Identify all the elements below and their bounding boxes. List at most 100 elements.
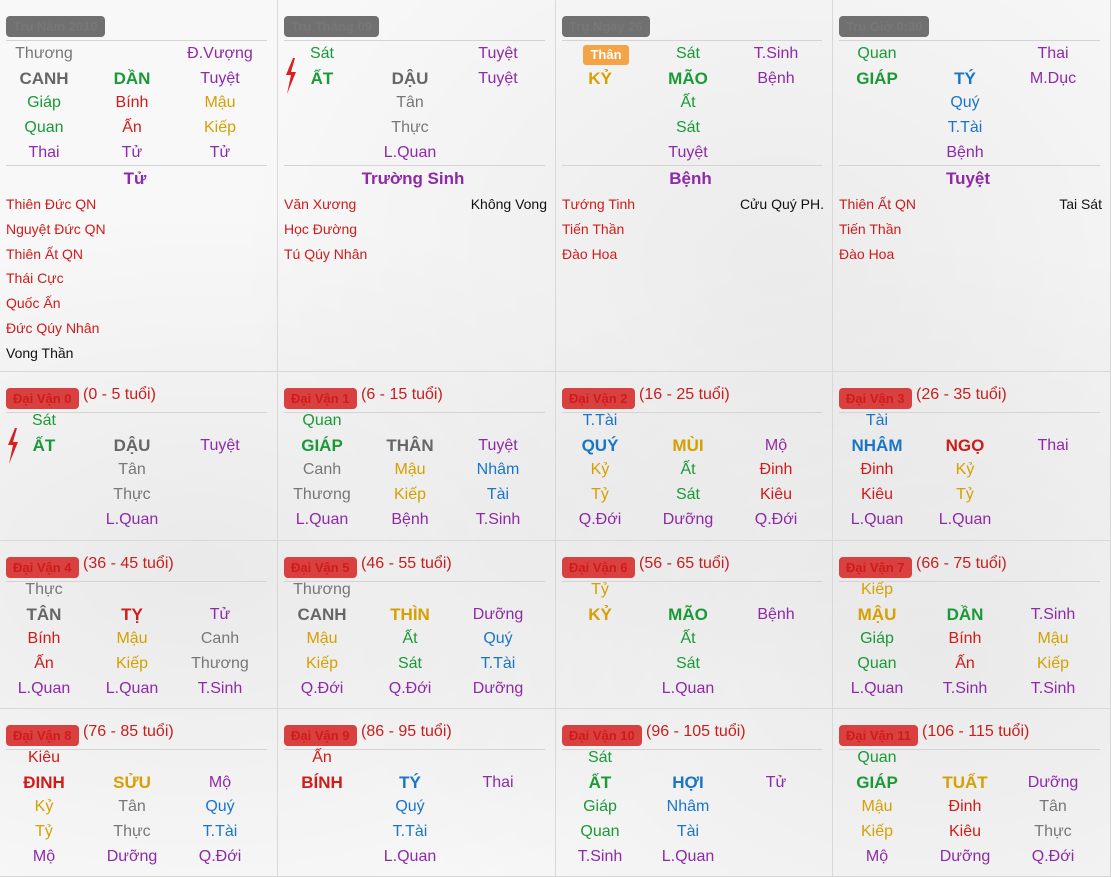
ganzhi-item: Mậu <box>1037 630 1069 648</box>
ganzhi-row: L.Quan Bệnh T.Sinh <box>278 508 555 532</box>
ganzhi-row: L.Quan L.Quan T.Sinh <box>0 677 277 701</box>
ganzhi-item: Sát <box>587 749 612 766</box>
ganzhi-item: Thương <box>191 655 249 673</box>
ganzhi-main: ẤT <box>32 435 56 455</box>
ganzhi-item: Mộ <box>764 436 788 454</box>
ganzhi-row: Bệnh <box>833 141 1110 165</box>
ganzhi-main: ĐINH <box>23 772 65 792</box>
ganzhi-item: M.Dục <box>1029 69 1077 87</box>
ganzhi-row: L.Quan T.Sinh T.Sinh <box>833 677 1110 701</box>
ganzhi-main: BÍNH <box>301 772 343 792</box>
ganzhi-item: Kỷ <box>34 798 54 816</box>
ganzhi-item: Đ.Vượng <box>187 45 253 62</box>
ganzhi-item: Q.Đới <box>754 510 798 528</box>
ganzhi-main: TỴ <box>121 604 143 624</box>
ganzhi-row: Kiếp Sát T.Tài <box>278 652 555 676</box>
ganzhi-item: L.Quan <box>295 510 349 528</box>
ganzhi-row: Thương Đ.Vượng <box>0 42 277 66</box>
ganzhi-item: Quan <box>302 412 342 429</box>
ganzhi-item: Tài <box>486 486 510 504</box>
ganzhi-item: Mậu <box>204 94 236 112</box>
ganzhi-item: Canh <box>200 630 240 648</box>
ganzhi-item: Ất <box>680 461 696 479</box>
pillar-2: Trụ Ngày 26 Thân Sát T.Sinh KỶ MÃO Bệnh Ất Sát Tu… <box>556 0 833 372</box>
ganzhi-item: Quý <box>205 798 235 816</box>
ganzhi-item: Dưỡng <box>106 847 158 865</box>
dai-van-age: (106 - 115 tuổi) <box>922 723 1030 740</box>
ganzhi-item: Bệnh <box>391 510 429 528</box>
ganzhi-item: Thực <box>1034 823 1072 841</box>
ganzhi-row: Sát <box>556 116 832 140</box>
ganzhi-main: TÝ <box>954 68 976 88</box>
star-item: Thiên Ất QN <box>6 245 84 262</box>
separator <box>839 412 1100 413</box>
star-item: Thái Cực <box>6 270 64 287</box>
separator <box>284 165 545 166</box>
separator <box>6 749 267 750</box>
ganzhi-item: Ất <box>402 630 418 648</box>
ganzhi-item: L.Quan <box>850 679 904 697</box>
ganzhi-row: MẬU DẦN T.Sinh <box>833 603 1110 627</box>
ganzhi-main: DẦN <box>113 68 151 88</box>
ganzhi-row: Canh Mậu Nhâm <box>278 458 555 482</box>
ganzhi-item: Tuyệt <box>478 436 518 454</box>
ganzhi-row: Ất <box>556 627 832 651</box>
ganzhi-item: Kiếp <box>305 655 339 673</box>
ganzhi-item: Dưỡng <box>472 605 524 623</box>
ganzhi-row: Quan Ấn Kiếp <box>833 652 1110 676</box>
ganzhi-item: Mậu <box>394 461 426 479</box>
star-item: Đào Hoa <box>839 245 895 262</box>
ganzhi-item: Bính <box>115 94 149 112</box>
ganzhi-item: Bính <box>948 630 982 648</box>
pillar-0: Trụ Năm 2010 Thương Đ.Vượng CANH DẦN Tuyệt Giá… <box>0 0 278 372</box>
ganzhi-row: Kiêu <box>0 746 277 770</box>
ganzhi-row: Quan Ấn Kiếp <box>0 116 277 140</box>
ganzhi-item: T.Sinh <box>753 45 799 62</box>
ganzhi-item: Tuyệt <box>668 143 708 161</box>
ganzhi-row: Quan <box>278 409 555 433</box>
dai-van-title-badge: Đại Vận 6 <box>562 557 635 578</box>
pillar-status: Tuyệt <box>945 169 991 188</box>
ganzhi-item: Nhâm <box>666 798 710 816</box>
ganzhi-row: Giáp Bính Mậu <box>0 91 277 115</box>
ganzhi-row: Mộ Dưỡng Q.Đới <box>0 845 277 869</box>
star-item: Học Đường <box>284 220 358 237</box>
ganzhi-row: Tỷ Thực T.Tài <box>0 820 277 844</box>
ganzhi-item: L.Quan <box>105 510 159 528</box>
ganzhi-row: KỶ MÃO Bệnh <box>556 603 832 627</box>
ganzhi-item: Giáp <box>583 798 617 816</box>
ganzhi-row: Mậu Ất Quý <box>278 627 555 651</box>
star-item: Văn Xương <box>284 196 357 212</box>
ganzhi-item: Quan <box>857 655 897 673</box>
ganzhi-main: TÂN <box>26 604 62 624</box>
ganzhi-main: MÃO <box>668 604 708 624</box>
dai-van-8: Đại Vận 8 (76 - 85 tuổi) Kiêu ĐINH SỬU Mộ Kỷ Tâ… <box>0 709 278 877</box>
dai-van-title-badge: Đại Vận 1 <box>284 388 357 409</box>
ganzhi-item: Thai <box>1037 45 1069 62</box>
ganzhi-row: Đinh Kỷ <box>833 458 1110 482</box>
pillar-title-badge: Trụ Ngày 26 <box>562 16 650 37</box>
ganzhi-main: GIÁP <box>856 772 898 792</box>
ganzhi-row: T.Tài <box>833 116 1110 140</box>
ganzhi-main: CANH <box>19 68 69 88</box>
ganzhi-item: Ấn <box>312 749 332 766</box>
ganzhi-main: SỬU <box>113 772 151 792</box>
ganzhi-row: Quý <box>278 795 555 819</box>
dai-van-title-badge: Đại Vận 7 <box>839 557 912 578</box>
ganzhi-row: Quan <box>833 746 1110 770</box>
star-item: Đào Hoa <box>562 245 618 262</box>
ganzhi-item: Tử <box>765 773 787 791</box>
dai-van-3: Đại Vận 3 (26 - 35 tuổi) Tài NHÂM NGỌ Thai Đin… <box>833 372 1111 541</box>
dai-van-6: Đại Vận 6 (56 - 65 tuổi) Tỷ KỶ MÃO Bệnh Ất Sát L… <box>556 541 833 709</box>
ganzhi-item: Kiếp <box>393 486 427 504</box>
star-item: Thiên Đức QN <box>6 196 97 212</box>
ganzhi-item: Tử <box>121 143 143 161</box>
ganzhi-row: ẤT DẬU Tuyệt <box>278 67 555 91</box>
ganzhi-item: Quan <box>24 119 64 137</box>
ganzhi-item: Quan <box>580 823 620 841</box>
dai-van-age: (76 - 85 tuổi) <box>83 723 174 740</box>
ganzhi-row: Ấn <box>278 746 555 770</box>
ganzhi-row: Tỷ <box>556 578 832 602</box>
separator <box>6 412 267 413</box>
ganzhi-item: Mộ <box>32 847 56 865</box>
